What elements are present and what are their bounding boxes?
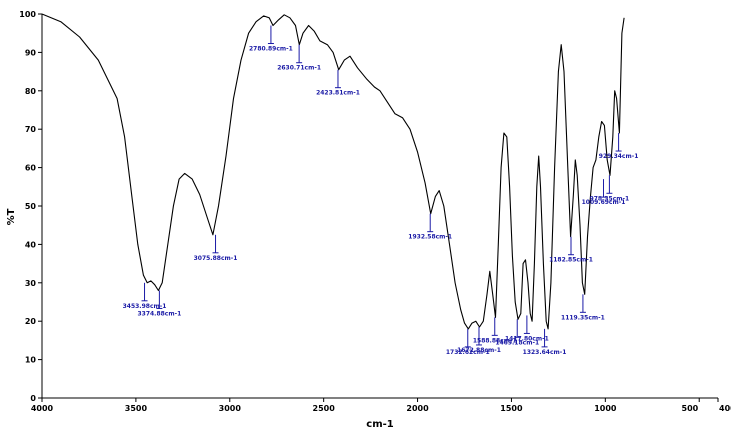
- y-tick-label: 40: [25, 240, 37, 249]
- y-tick-label: 50: [25, 202, 37, 211]
- peak-label: 1588.88cm-1: [473, 337, 517, 344]
- peak-label: 3453.98cm-1: [123, 303, 167, 310]
- peak-label: 1009.69cm-1: [582, 199, 626, 206]
- peak-label: 1182.85cm-1: [549, 257, 593, 264]
- peak-label: 2423.81cm-1: [316, 90, 360, 97]
- x-tick-label: 1000: [594, 404, 617, 413]
- y-tick-label: 0: [30, 394, 36, 403]
- peak-label: 1672.88cm-1: [457, 347, 501, 354]
- x-tick-label: 500: [682, 404, 699, 413]
- y-axis-label: %T: [6, 208, 17, 225]
- y-axis: 0 10 20 30 40 50 60 70 80 90 100: [19, 10, 43, 403]
- x-tick-label: 1500: [500, 404, 523, 413]
- peak-label: 1119.35cm-1: [561, 314, 605, 321]
- x-tick-label: 3500: [125, 404, 148, 413]
- y-tick-label: 100: [19, 10, 36, 19]
- spectrum-line: [41, 13, 625, 330]
- spectrum-series: [41, 13, 625, 330]
- peak-label: 3075.88cm-1: [194, 255, 238, 262]
- x-tick-label: 400: [719, 404, 731, 413]
- peak-label: 2630.71cm-1: [277, 65, 321, 72]
- x-tick-label: 4000: [31, 404, 54, 413]
- peak-label: 1417.80cm-1: [505, 335, 549, 342]
- peak-label: 1469.18cm-1: [495, 339, 539, 346]
- x-axis-label: cm-1: [366, 419, 393, 430]
- y-tick-label: 80: [25, 87, 37, 96]
- x-tick-label: 2500: [313, 404, 336, 413]
- peak-label: 929.34cm-1: [599, 153, 639, 160]
- x-axis: 4000 3500 3000 2500 2000 1500 1000 500 400: [31, 397, 731, 413]
- peak-label: 1732.62cm-1: [446, 349, 490, 356]
- x-tick-label: 2000: [406, 404, 429, 413]
- y-tick-label: 20: [25, 317, 37, 326]
- peak-label: 2780.89cm-1: [249, 46, 293, 53]
- peak-label: 1323.64cm-1: [523, 349, 567, 356]
- x-tick-label: 3000: [219, 404, 242, 413]
- y-tick-label: 10: [25, 356, 37, 365]
- peak-label: 978.35cm-1: [590, 195, 630, 202]
- peak-label: 1932.58cm-1: [408, 234, 452, 241]
- y-tick-label: 90: [25, 48, 37, 57]
- peak-label: 3374.88cm-1: [137, 310, 181, 317]
- y-tick-label: 30: [25, 279, 37, 288]
- y-tick-label: 60: [25, 164, 37, 173]
- y-tick-label: 70: [25, 125, 37, 134]
